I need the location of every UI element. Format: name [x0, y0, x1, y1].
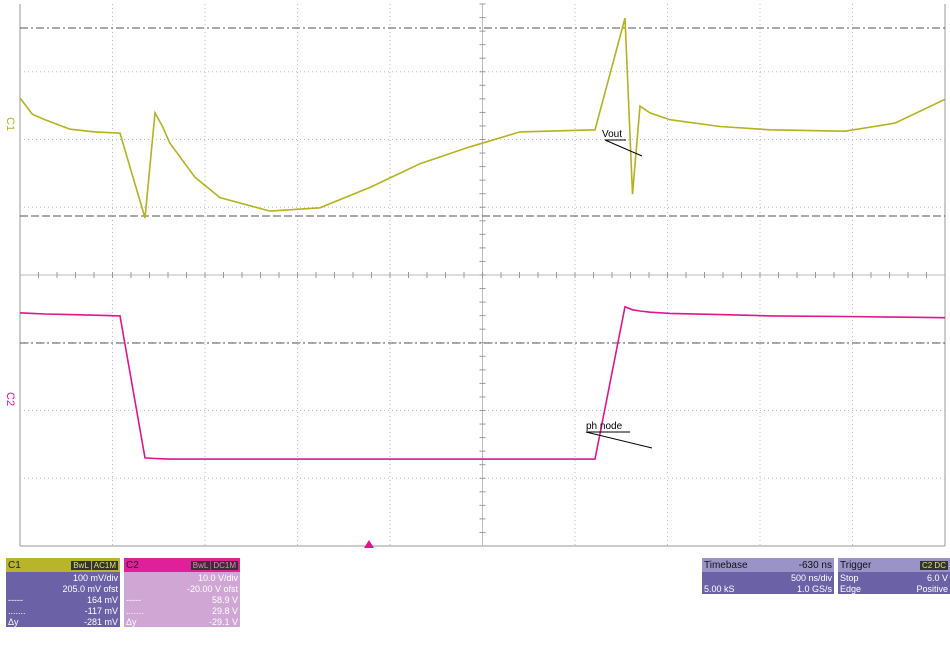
timebase-scale: 500 ns/div — [790, 572, 832, 583]
ch2-delta: -29.1 V — [208, 616, 238, 627]
trigger-source-tag: C2 DC — [919, 560, 948, 570]
trigger-type: Edge — [840, 583, 862, 594]
ch2-bw-tag: BwL — [190, 560, 211, 570]
ch1-offset: 205.0 mV ofst — [62, 583, 118, 594]
grid — [19, 3, 946, 547]
ch1-cursor2: -117 mV — [84, 605, 118, 616]
ch2-marker: C2 — [4, 392, 16, 406]
ch2-trace — [19, 305, 946, 460]
annotation-ph-node: ph node — [585, 421, 653, 449]
ch1-cursor2-label: ....... — [8, 605, 26, 616]
ch2-cursor2-label: ....... — [126, 605, 144, 616]
ch1-info-panel[interactable]: C1 BwL AC1M 100 mV/div 205.0 mV ofst ----… — [6, 558, 120, 627]
trigger-title: Trigger — [840, 559, 872, 571]
ch2-info-panel[interactable]: C2 BwL DC1M 10.0 V/div -20.00 V ofst ----… — [124, 558, 240, 627]
trigger-panel[interactable]: Trigger C2 DC Stop 6.0 V Edge Positive — [838, 558, 950, 594]
ch2-scale: 10.0 V/div — [197, 572, 238, 583]
ch1-scale: 100 mV/div — [72, 572, 118, 583]
ch2-panel-title: C2 — [126, 559, 139, 571]
annotation-vout-label: Vout — [602, 129, 622, 140]
cursor-lines — [20, 27, 945, 344]
ch1-marker: C1 — [4, 117, 16, 131]
oscilloscope-screen: C1 C2 Vout ph node — [4, 3, 946, 548]
ch1-trace — [19, 17, 946, 219]
ch1-delta-label: Δy — [8, 616, 19, 627]
trigger-mode: Stop — [840, 572, 859, 583]
annotation-ph-node-label: ph node — [586, 421, 623, 432]
timebase-title: Timebase — [704, 559, 748, 571]
ch1-coupling-tag: AC1M — [91, 560, 118, 570]
trigger-level: 6.0 V — [926, 572, 948, 583]
ch2-delta-label: Δy — [126, 616, 137, 627]
trigger-slope: Positive — [916, 583, 948, 594]
timebase-panel[interactable]: Timebase -630 ns 500 ns/div 5.00 kS 1.0 G… — [702, 558, 834, 594]
ch1-cursor1-label: ----- — [8, 594, 23, 605]
ch1-delta: -281 mV — [83, 616, 118, 627]
trigger-position-marker — [364, 540, 374, 548]
ch2-cursor1-label: ----- — [126, 594, 141, 605]
ch1-bw-tag: BwL — [71, 560, 91, 570]
ch2-offset: -20.00 V ofst — [186, 583, 238, 594]
ch2-cursor1: 58.9 V — [211, 594, 238, 605]
ch2-cursor2: 29.8 V — [211, 605, 238, 616]
timebase-rate: 1.0 GS/s — [796, 583, 832, 594]
ch1-panel-title: C1 — [8, 559, 21, 571]
ch2-coupling-tag: DC1M — [211, 560, 238, 570]
annotation-vout: Vout — [602, 129, 643, 157]
timebase-samples: 5.00 kS — [704, 583, 735, 594]
timebase-delay: -630 ns — [798, 559, 832, 571]
ch1-cursor1: 164 mV — [86, 594, 118, 605]
